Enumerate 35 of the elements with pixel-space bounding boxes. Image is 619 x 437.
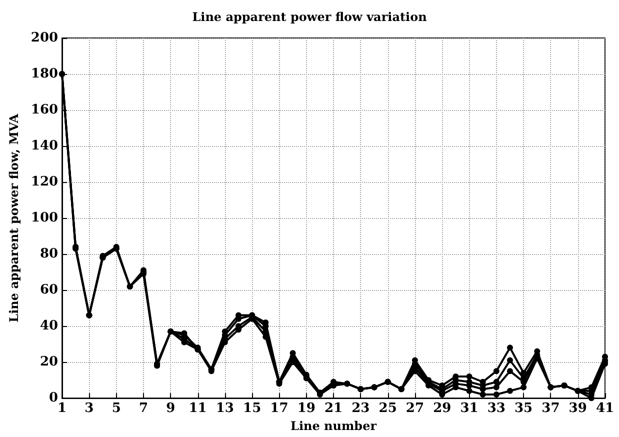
x-tick-label: 1 (58, 401, 67, 416)
y-tick-label: 120 (30, 174, 58, 190)
x-tick-label: 29 (433, 401, 452, 416)
x-tick-label: 31 (460, 401, 478, 416)
x-tick-label: 41 (596, 401, 614, 416)
x-tick-label: 13 (216, 401, 234, 416)
x-tick-label: 23 (352, 401, 370, 416)
y-tick-label: 100 (30, 210, 58, 226)
x-tick-label: 25 (378, 401, 397, 416)
x-tick-label: 37 (542, 401, 560, 416)
y-tick-label: 160 (30, 102, 58, 118)
y-tick-label: 60 (40, 282, 58, 298)
x-tick-label: 5 (112, 401, 121, 416)
x-tick-label: 3 (84, 401, 94, 416)
x-axis-title: Line number (290, 419, 378, 433)
x-tick-label: 19 (297, 401, 316, 416)
y-tick-label: 40 (40, 318, 58, 334)
y-tick-label: 20 (40, 354, 58, 370)
x-tick-label: 11 (188, 401, 207, 416)
y-tick-label: 80 (40, 246, 58, 262)
x-tick-label: 39 (568, 401, 587, 416)
x-tick-label: 27 (406, 401, 424, 416)
x-tick-label: 35 (514, 401, 533, 416)
x-tick-label: 7 (138, 401, 148, 416)
y-tick-label: 180 (30, 66, 58, 82)
y-tick-label: 140 (30, 138, 58, 154)
x-tick-label: 9 (166, 401, 176, 416)
y-tick-label: 200 (30, 30, 58, 46)
chart-title: Line apparent power flow variation (192, 10, 428, 24)
x-tick-label: 21 (324, 401, 343, 416)
x-tick-label: 15 (243, 401, 262, 416)
x-tick-label: 33 (487, 401, 506, 416)
y-tick-label: 0 (48, 390, 58, 406)
x-tick-label: 17 (270, 401, 288, 416)
y-axis-title: Line apparent power flow, MVA (7, 113, 21, 322)
